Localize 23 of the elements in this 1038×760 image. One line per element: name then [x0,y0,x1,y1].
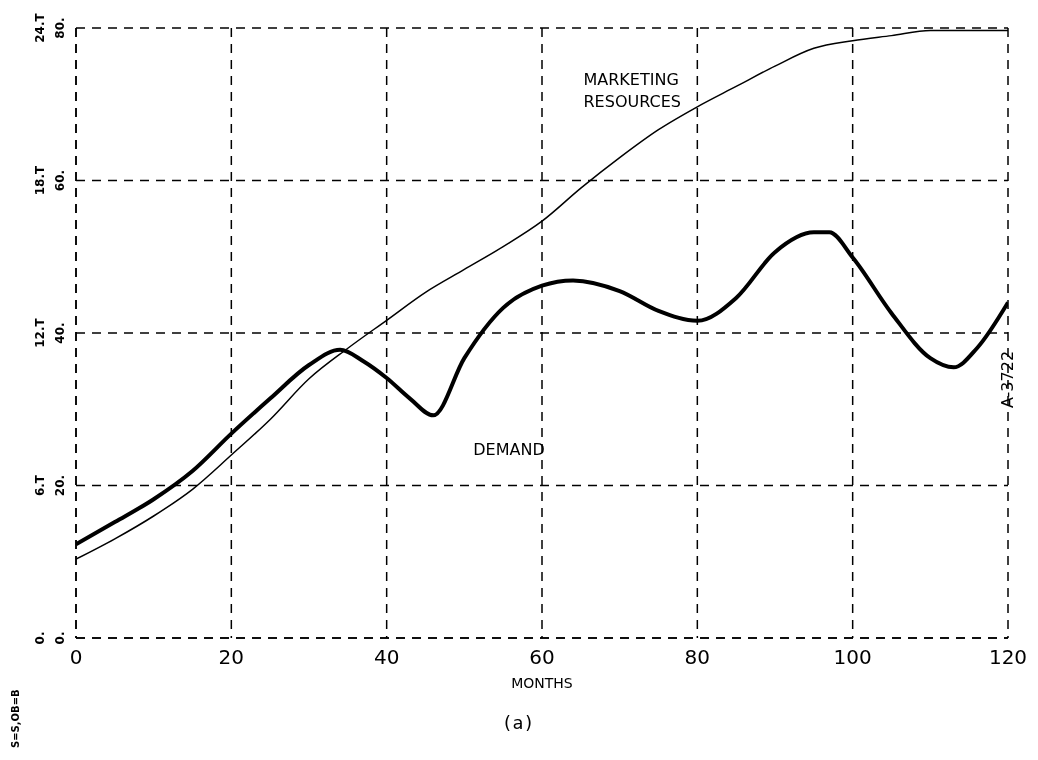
y-tick-label: 80. [53,17,67,39]
y-tick-label: 60. [53,169,67,192]
x-tick-label: 20 [218,645,245,669]
x-tick-label: 60 [529,645,555,669]
x-axis-title: MONTHS [511,675,573,691]
y2-tick-label: 24.T [33,12,47,43]
x-tick-label: 80 [684,645,711,669]
y2-tick-label: 18.T [33,164,47,196]
y2-tick-label: 6.T [33,474,47,497]
series-label: MARKETING RESOURCES [583,69,681,111]
annotation: A-3722 [998,350,1017,408]
x-tick-label: 40 [373,645,400,669]
text: (a) [501,712,535,733]
y-tick-label: 40. [53,322,67,344]
x-tick-label: 0 [69,645,83,669]
text: S=S,OB=B [10,689,21,748]
y2-tick-label: 12.T [33,317,47,348]
x-tick-label: 120 [988,645,1028,669]
y2-tick-label: 0. [33,631,47,645]
y-tick-label: 20. [53,474,67,497]
x-tick-label: 100 [833,645,872,669]
text: DEMAND [473,440,545,460]
y-tick-label: 0. [53,631,67,645]
